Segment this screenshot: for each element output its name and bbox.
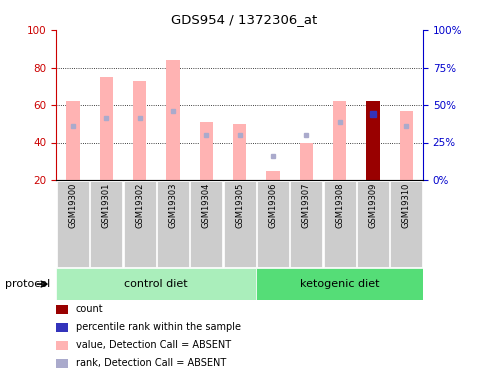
Text: control diet: control diet	[124, 279, 188, 289]
Bar	[100, 77, 113, 180]
Text: count: count	[76, 304, 103, 314]
Text: protocol: protocol	[5, 279, 50, 289]
Bar	[66, 101, 80, 180]
Text: GSM19301: GSM19301	[102, 183, 110, 228]
Text: GDS954 / 1372306_at: GDS954 / 1372306_at	[171, 13, 317, 26]
FancyBboxPatch shape	[90, 181, 122, 267]
FancyBboxPatch shape	[323, 181, 355, 267]
FancyBboxPatch shape	[256, 268, 422, 300]
FancyBboxPatch shape	[123, 181, 155, 267]
FancyBboxPatch shape	[157, 181, 188, 267]
Bar	[399, 111, 412, 180]
FancyBboxPatch shape	[389, 181, 422, 267]
Bar	[299, 142, 312, 180]
Bar	[266, 171, 279, 180]
Bar	[332, 101, 346, 180]
Text: rank, Detection Call = ABSENT: rank, Detection Call = ABSENT	[76, 358, 225, 368]
Text: value, Detection Call = ABSENT: value, Detection Call = ABSENT	[76, 340, 230, 350]
Text: GSM19300: GSM19300	[68, 183, 77, 228]
Text: ketogenic diet: ketogenic diet	[299, 279, 379, 289]
Text: GSM19305: GSM19305	[235, 183, 244, 228]
Text: GSM19303: GSM19303	[168, 183, 177, 228]
Text: GSM19306: GSM19306	[268, 183, 277, 228]
Bar	[366, 101, 379, 180]
FancyBboxPatch shape	[56, 268, 256, 300]
Bar	[232, 124, 246, 180]
Text: GSM19308: GSM19308	[334, 183, 344, 228]
Text: GSM19309: GSM19309	[368, 183, 377, 228]
FancyBboxPatch shape	[223, 181, 255, 267]
Text: percentile rank within the sample: percentile rank within the sample	[76, 322, 240, 332]
Bar	[199, 122, 212, 180]
FancyBboxPatch shape	[290, 181, 322, 267]
FancyBboxPatch shape	[256, 181, 288, 267]
Bar	[166, 60, 179, 180]
Text: GSM19304: GSM19304	[202, 183, 210, 228]
Bar	[133, 81, 146, 180]
Text: GSM19310: GSM19310	[401, 183, 410, 228]
FancyBboxPatch shape	[356, 181, 388, 267]
FancyBboxPatch shape	[57, 181, 89, 267]
Text: GSM19307: GSM19307	[301, 183, 310, 228]
Text: GSM19302: GSM19302	[135, 183, 144, 228]
FancyBboxPatch shape	[190, 181, 222, 267]
